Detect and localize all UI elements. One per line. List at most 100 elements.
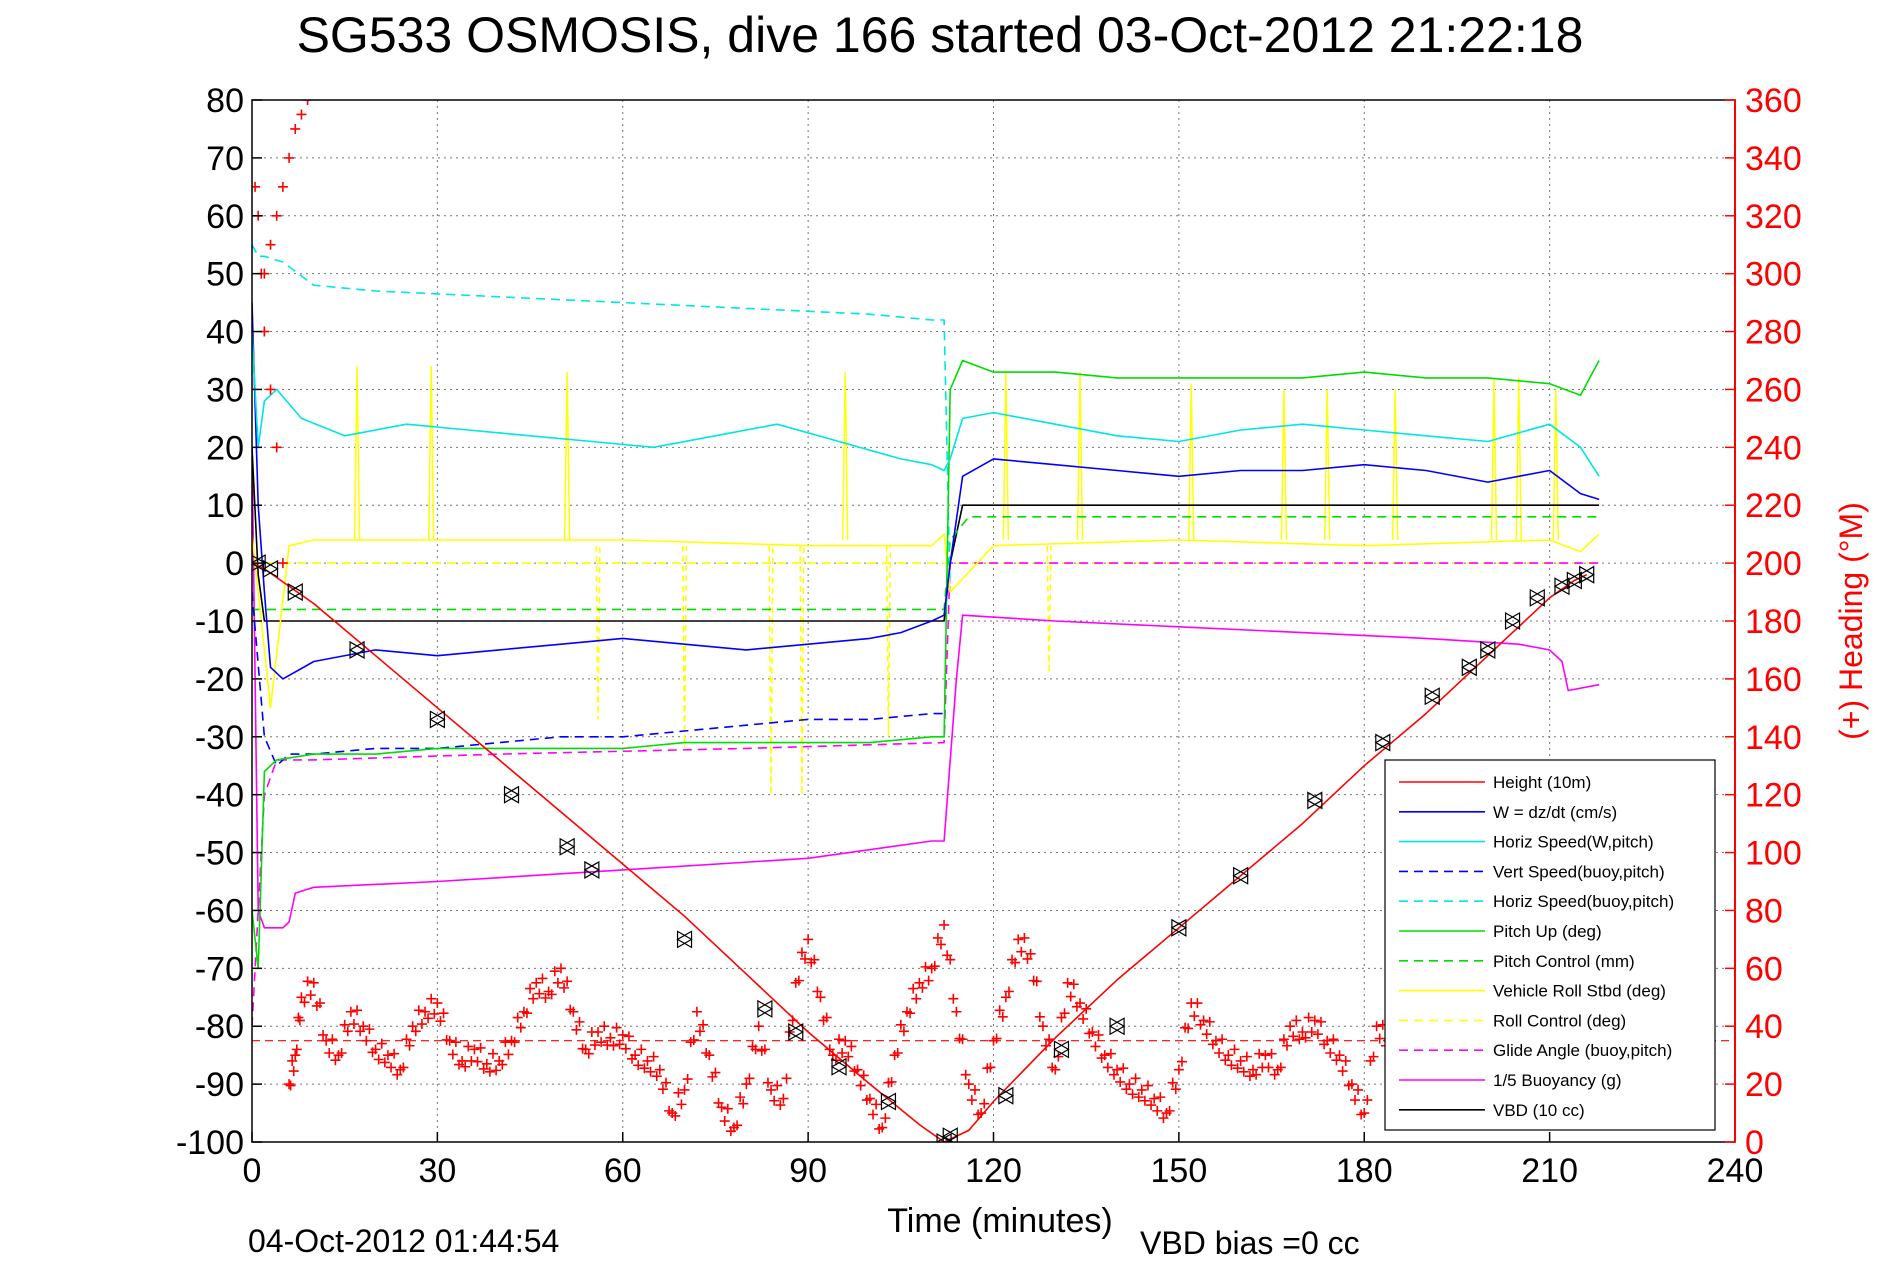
heading-point-interp	[614, 1039, 625, 1050]
heading-point	[951, 1006, 962, 1017]
series-line-pitch	[252, 359, 1600, 970]
heading-point	[1050, 1064, 1061, 1075]
heading-point-interp	[1059, 1008, 1070, 1019]
x-axis-label: Time (minutes)	[887, 1202, 1112, 1240]
y2-tick-label: 80	[1745, 892, 1783, 930]
heading-point-interp	[294, 1015, 305, 1026]
heading-point-interp	[843, 1051, 854, 1062]
height-marker	[252, 554, 267, 573]
heading-point-interp	[423, 1013, 434, 1024]
heading-point	[1000, 992, 1011, 1003]
heading-point-interp	[1294, 1034, 1305, 1045]
height-marker	[583, 860, 601, 879]
y-axis-ticks: 80 70 60 50 40 30 20 10 0 -10 -20 -30 -40 -50 -60 -70 -8…	[176, 82, 262, 1162]
heading-point	[271, 442, 282, 453]
series-line-w	[252, 302, 1600, 680]
heading-point-interp	[438, 1008, 449, 1019]
heading-point	[679, 1084, 690, 1095]
height-marker	[1306, 791, 1324, 810]
heading-point	[481, 1058, 492, 1069]
heading-point	[976, 1108, 987, 1119]
heading-point	[1371, 1021, 1382, 1032]
y-tick-label: -60	[195, 892, 244, 930]
heading-point-interp	[1226, 1060, 1237, 1071]
heading-point-interp	[355, 1026, 366, 1037]
height-marker	[1461, 658, 1478, 677]
legend-label-w: W = dz/dt (cm/s)	[1493, 803, 1617, 822]
heading-point-interp	[1034, 1011, 1045, 1022]
heading-point	[815, 992, 826, 1003]
height-marker	[1479, 640, 1497, 659]
heading-point	[1235, 1055, 1246, 1066]
series-line-roll	[252, 533, 1600, 709]
y2-tick-label: 240	[1745, 429, 1802, 467]
heading-point-interp	[1192, 998, 1203, 1009]
heading-point-interp	[291, 1044, 302, 1055]
y2-tick-label: 320	[1745, 198, 1802, 236]
y2-tick-label: 100	[1745, 835, 1802, 873]
x-tick-label: 60	[604, 1152, 642, 1190]
series-line-glide	[252, 562, 1600, 1027]
heading-point	[531, 977, 542, 988]
heading-point-interp	[546, 989, 557, 1000]
heading-point-interp	[821, 1012, 832, 1023]
heading-point-interp	[447, 1049, 458, 1060]
roll-dip	[799, 545, 805, 795]
heading-point-interp	[762, 1077, 773, 1088]
heading-point-interp	[491, 1065, 502, 1076]
y-tick-label: -50	[195, 835, 244, 873]
height-marker	[1424, 687, 1441, 706]
height-marker	[1578, 565, 1595, 584]
legend-label-height: Height (10m)	[1493, 773, 1591, 792]
y-tick-label: -70	[195, 950, 244, 988]
heading-point-interp	[1269, 1069, 1280, 1080]
heading-point-interp	[512, 1012, 523, 1023]
heading-point	[963, 1079, 974, 1090]
heading-point-interp	[997, 1011, 1008, 1022]
height-marker	[1529, 588, 1546, 607]
roll-spike	[427, 366, 435, 540]
heading-point-interp	[793, 975, 804, 986]
heading-point	[1173, 1064, 1184, 1075]
heading-point-interp	[994, 1005, 1005, 1016]
heading-point-interp	[1353, 1084, 1364, 1095]
heading-point-interp	[596, 1037, 607, 1048]
heading-point-interp	[661, 1077, 672, 1088]
heading-point-interp	[1142, 1080, 1153, 1091]
heading-point	[1297, 1027, 1308, 1038]
legend-label-roll: Vehicle Roll Stbd (deg)	[1493, 982, 1666, 1001]
heading-point-interp	[957, 1034, 968, 1045]
heading-point-interp	[935, 939, 946, 950]
heading-point	[939, 919, 950, 930]
y-tick-label: 60	[206, 198, 244, 236]
y2-tick-label: 120	[1745, 777, 1802, 815]
heading-point	[1037, 1021, 1048, 1032]
heading-point-interp	[1266, 1048, 1277, 1059]
heading-point-interp	[1146, 1100, 1157, 1111]
heading-point-interp	[1102, 1062, 1113, 1073]
heading-point-interp	[1349, 1095, 1360, 1106]
heading-point	[265, 384, 276, 395]
roll-dip	[681, 545, 688, 749]
heading-point-interp	[1374, 1033, 1385, 1044]
series-line-horiz-buoy	[252, 244, 951, 593]
height-marker	[1170, 918, 1188, 937]
heading-point-interp	[537, 973, 548, 984]
heading-point	[290, 1050, 301, 1061]
heading-point-interp	[645, 1066, 656, 1077]
heading-point-interp	[651, 1071, 662, 1082]
heading-point-interp	[1362, 1095, 1373, 1106]
heading-point-interp	[722, 1103, 733, 1114]
height-marker	[676, 930, 693, 949]
heading-point-interp	[682, 1074, 693, 1085]
heading-point-interp	[623, 1031, 634, 1042]
heading-point-interp	[824, 1044, 835, 1055]
heading-point-interp	[1232, 1063, 1243, 1074]
heading-point-interp	[348, 1019, 359, 1030]
heading-point-interp	[1010, 957, 1021, 968]
heading-point-interp	[1229, 1044, 1240, 1055]
heading-point-interp	[1158, 1113, 1169, 1124]
heading-point	[1112, 1064, 1123, 1075]
heading-point-interp	[858, 1070, 869, 1081]
